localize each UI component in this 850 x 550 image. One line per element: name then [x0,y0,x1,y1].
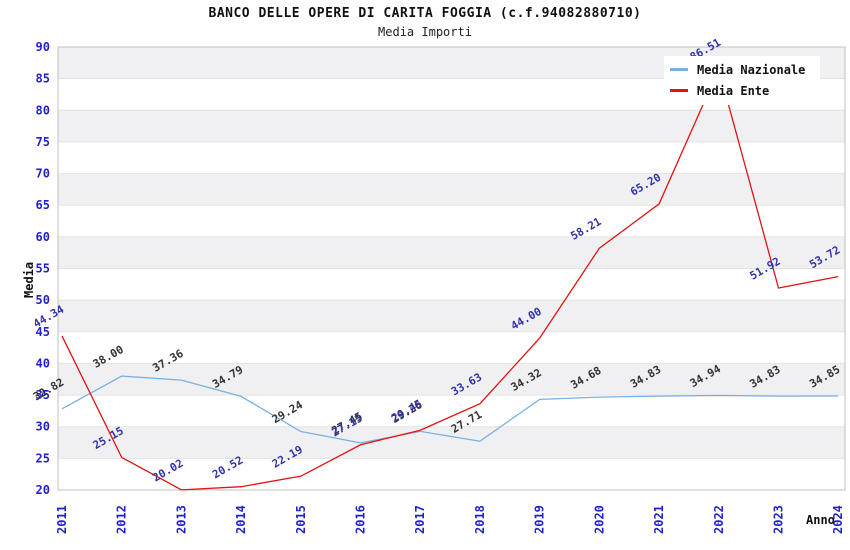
legend-swatch-ente-icon [670,89,688,92]
x-tick-label: 2024 [831,505,845,534]
y-tick-label: 60 [36,230,50,244]
y-tick-label: 25 [36,451,50,465]
x-tick-label: 2020 [592,505,606,534]
y-tick-label: 45 [36,325,50,339]
y-tick-label: 55 [36,262,50,276]
data-label: 29.45 [389,397,424,425]
grid-band [58,173,845,206]
series-line-media-nazionale [61,375,839,444]
y-tick-label: 20 [36,483,50,497]
data-label: 20.02 [150,457,185,485]
x-tick-label: 2022 [712,505,726,534]
x-tick-label: 2013 [174,505,188,534]
legend-swatch-nazionale-icon [670,68,688,71]
legend-item-media-ente: Media Ente [670,80,814,101]
x-tick-label: 2018 [473,505,487,534]
x-tick-label: 2021 [652,505,666,534]
x-tick-label: 2017 [413,505,427,534]
x-axis-title: Anno [806,513,835,527]
legend-label: Media Nazionale [697,62,806,77]
y-tick-label: 80 [36,103,50,117]
x-tick-label: 2016 [354,505,368,534]
plot-border [57,46,846,491]
y-tick-label: 75 [36,135,50,149]
grid-band [58,363,845,396]
grid-band [58,236,845,269]
legend-label: Media Ente [697,83,770,98]
chart-title: BANCO DELLE OPERE DI CARITA FOGGIA (c.f.… [208,6,642,21]
y-tick-label: 85 [36,72,50,86]
y-axis-title: Media [22,262,36,298]
grid-band [58,426,845,459]
y-tick-label: 90 [36,40,50,54]
y-tick-label: 50 [36,293,50,307]
y-tick-label: 40 [36,356,50,370]
y-tick-label: 70 [36,167,50,181]
x-tick-label: 2012 [115,505,129,534]
legend: Media Nazionale Media Ente [664,56,820,105]
x-tick-label: 2011 [55,505,69,534]
grid-band [58,110,845,142]
chart-subtitle: Media Importi [378,25,472,39]
x-tick-label: 2014 [234,505,248,534]
grid-band [58,300,845,332]
legend-item-media-nazionale: Media Nazionale [670,59,814,80]
x-tick-label: 2015 [294,505,308,534]
y-tick-label: 35 [36,388,50,402]
data-label: 29.24 [270,398,306,426]
x-tick-label: 2023 [771,505,785,534]
y-tick-label: 65 [36,198,50,212]
y-tick-label: 30 [36,420,50,434]
x-tick-label: 2019 [533,505,547,534]
